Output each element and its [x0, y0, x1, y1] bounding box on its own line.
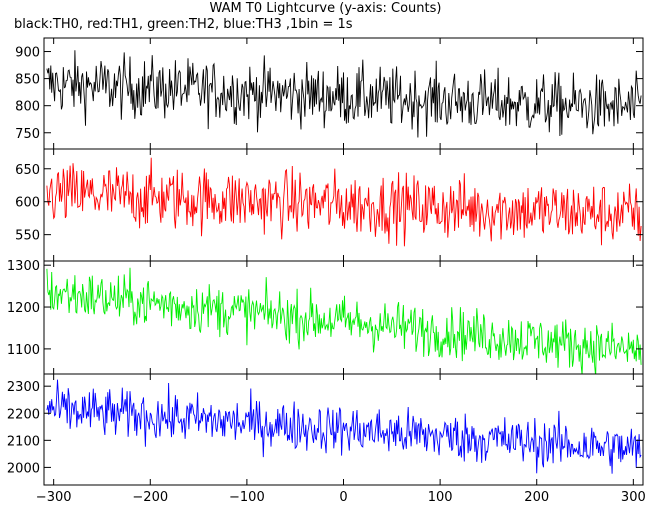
y-tick-label: 750: [15, 127, 40, 142]
chart-title: WAM T0 Lightcurve (y-axis: Counts): [209, 1, 442, 16]
y-tick-label: 2200: [7, 407, 40, 422]
x-tick-label: −100: [229, 490, 265, 505]
series-line-th2: [46, 267, 642, 374]
x-tick-label: 100: [428, 490, 453, 505]
series-line-th0: [46, 50, 642, 138]
chart-subtitle: black:TH0, red:TH1, green:TH2, blue:TH3 …: [14, 17, 353, 32]
y-tick-label: 850: [15, 73, 40, 88]
x-tick-label: 300: [621, 490, 646, 505]
y-tick-label: 2000: [7, 461, 40, 476]
x-tick-label: −200: [132, 490, 168, 505]
x-tick-label: 200: [524, 490, 549, 505]
y-tick-label: 2300: [7, 380, 40, 395]
x-tick-label: −300: [36, 490, 72, 505]
y-tick-label: 600: [15, 196, 40, 211]
panel-frame-th3: [43, 373, 644, 486]
y-tick-label: 800: [15, 100, 40, 115]
y-tick-label: 1100: [7, 343, 40, 358]
y-tick-label: 900: [15, 46, 40, 61]
x-tick-label: 0: [339, 490, 347, 505]
series-line-th1: [46, 157, 642, 247]
y-tick-label: 650: [15, 163, 40, 178]
y-tick-label: 1200: [7, 301, 40, 316]
y-tick-label: 1300: [7, 259, 40, 274]
y-tick-label: 550: [15, 229, 40, 244]
y-tick-label: 2100: [7, 434, 40, 449]
series-line-th3: [46, 379, 642, 474]
